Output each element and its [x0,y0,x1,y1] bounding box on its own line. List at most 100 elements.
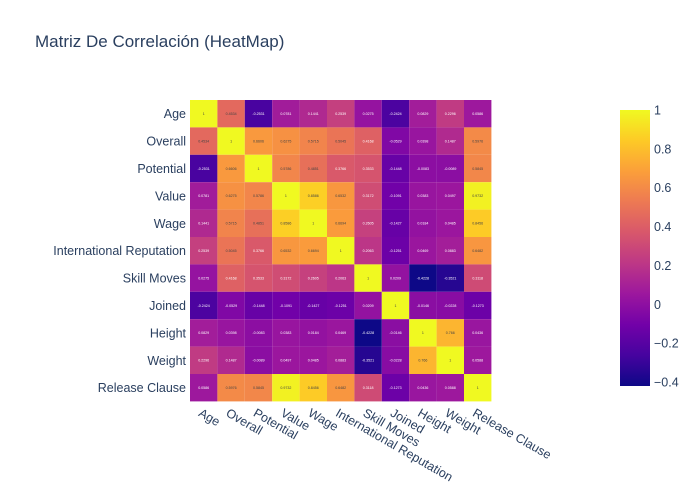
heatmap-cell [244,100,273,128]
cell-value-label: 0.1487 [226,359,237,363]
heatmap-cells: 1 0.4534 -0.2531 0.0781 0.1441 0.2539 0.0275 -0… [190,100,492,402]
cell-value-label: 0.3533 [253,276,264,280]
cell-value-label: 0.6275 [280,139,291,143]
heatmap-cell [409,237,437,265]
heatmap-cell [244,127,273,155]
cell-value-label: 0.8456 [308,386,319,390]
cell-value-label: -0.1251 [389,249,401,253]
heatmap-cell [464,237,492,265]
cell-value-label: 0.6482 [335,386,346,390]
cell-value-label: 0.5845 [472,167,483,171]
cell-value-label: -0.1091 [389,194,401,198]
heatmap-cell [327,154,355,183]
heatmap-cell [327,319,355,347]
colorbar-tick-label: 1 [654,104,661,118]
heatmap-cell [190,264,218,292]
cell-value-label: 0.0184 [417,222,428,226]
cell-value-label: 0.0398 [226,331,237,335]
y-tick-label: Age [164,107,186,121]
colorbar-ticks: 1 0.8 0.6 0.4 0.2 0 −0.2 −0.4 [654,104,679,390]
cell-value-label: 0.8586 [308,194,319,198]
cell-value-label: 0.4851 [308,167,319,171]
cell-value-label: 0.0485 [308,359,319,363]
cell-value-label: 0.0781 [280,112,291,116]
cell-value-label: -0.1427 [389,222,401,226]
heatmap-cell [190,100,218,128]
heatmap-cell [464,100,492,128]
heatmap-cell [436,237,464,265]
heatmap-cell [381,346,410,374]
cell-value-label: 0.0829 [198,331,209,335]
heatmap-cell [299,237,327,265]
cell-value-label: 1 [395,304,397,308]
cell-value-label: 0.6694 [335,222,346,226]
cell-value-label: 0.3118 [472,276,483,280]
cell-value-label: 0.0883 [445,249,456,253]
heatmap-cell [354,346,382,374]
heatmap-cell [327,374,355,402]
heatmap-cell [464,264,492,292]
cell-value-label: -0.3521 [362,359,374,363]
cell-value-label: -0.3521 [444,276,456,280]
heatmap-cell [464,209,492,237]
heatmap-cell [327,209,355,237]
cell-value-label: -0.1273 [472,304,484,308]
heatmap-cell [409,209,437,237]
cell-value-label: 0.2296 [445,112,456,116]
cell-value-label: -0.4228 [362,331,374,335]
heatmap-cell [244,182,273,210]
heatmap-cell [217,291,245,320]
cell-value-label: 0.0398 [417,139,428,143]
heatmap-cell [217,154,245,183]
cell-value-label: 1 [203,112,205,116]
cell-value-label: -0.1273 [389,386,401,390]
heatmap-cell [217,209,245,237]
heatmap-cell [409,346,437,374]
heatmap-cell [272,127,300,155]
cell-value-label: 0.5976 [226,386,237,390]
heatmap-cell [327,100,355,128]
cell-value-label: 0.6606 [226,167,237,171]
cell-value-label: 0.9732 [280,386,291,390]
heatmap-cell [299,182,327,210]
cell-value-label: 0.0588 [472,359,483,363]
heatmap-cell [381,374,410,402]
heatmap-cell [244,237,273,265]
colorbar-tick-label: −0.2 [654,337,679,351]
cell-value-label: -0.1427 [307,304,319,308]
cell-value-label: 0.4534 [226,112,237,116]
cell-value-label: -0.0083 [252,331,264,335]
cell-value-label: 0.3172 [280,276,291,280]
cell-value-label: 0.0781 [198,194,209,198]
cell-value-label: -0.0146 [417,304,429,308]
cell-value-label: 0.4534 [198,139,209,143]
heatmap-cell [190,374,218,402]
heatmap-cell [381,209,410,237]
cell-value-label: 0.1487 [445,139,456,143]
cell-value-label: 0.2063 [363,249,374,253]
cell-value-label: 1 [258,167,260,171]
cell-value-label: 0.0588 [445,386,456,390]
y-tick-label: Joined [149,299,186,313]
x-tick-label: Release Clause [470,406,553,462]
cell-value-label: 0.8456 [472,222,483,226]
y-tick-label: Potential [137,162,186,176]
cell-value-label: 0.1441 [198,222,209,226]
heatmap-cell [409,319,437,347]
heatmap-cell [381,154,410,183]
colorbar-tick-label: 0.8 [654,142,671,156]
cell-value-label: 0.0469 [335,331,346,335]
cell-value-label: 0.0275 [198,276,209,280]
heatmap-cell [272,346,300,374]
cell-value-label: 0.6694 [308,249,319,253]
cell-value-label: 1 [422,331,424,335]
cell-value-label: 0.0586 [472,112,483,116]
cell-value-label: 0.5715 [308,139,319,143]
heatmap-cell [299,374,327,402]
cell-value-label: 0.2605 [363,222,374,226]
heatmap-cell [354,100,382,128]
colorbar-tick-label: −0.4 [654,376,679,390]
heatmap-cell [436,374,464,402]
heatmap-cell [190,346,218,374]
